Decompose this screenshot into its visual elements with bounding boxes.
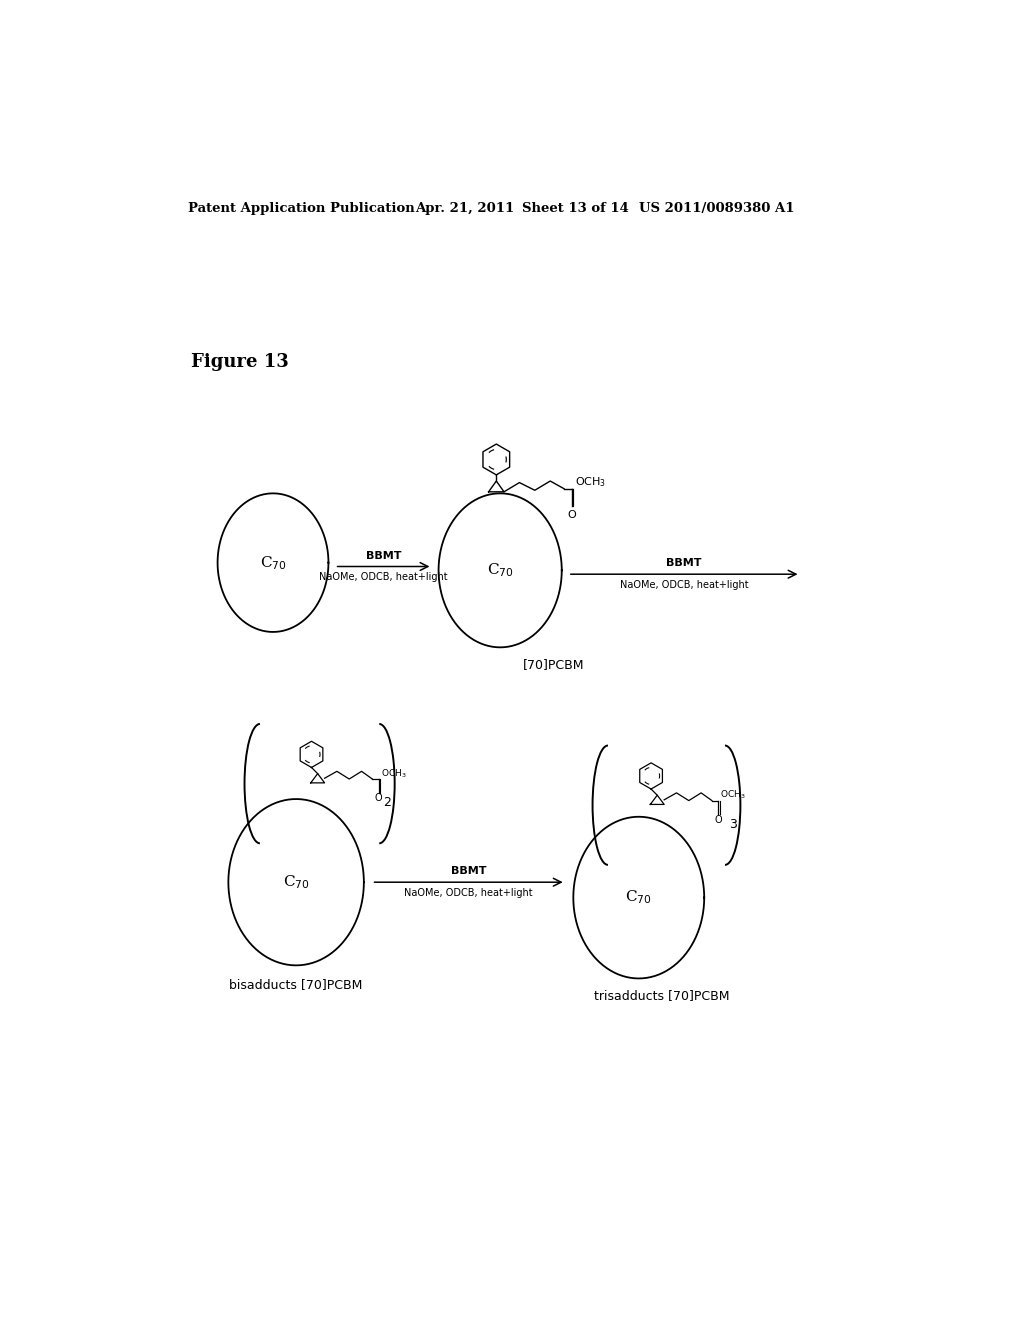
Text: BBMT: BBMT — [366, 550, 401, 561]
Text: NaOMe, ODCB, heat+light: NaOMe, ODCB, heat+light — [319, 573, 447, 582]
Text: [70]PCBM: [70]PCBM — [523, 657, 585, 671]
Text: trisadducts [70]PCBM: trisadducts [70]PCBM — [594, 989, 730, 1002]
Text: 3: 3 — [729, 818, 736, 832]
Text: Patent Application Publication: Patent Application Publication — [188, 202, 415, 215]
Text: BBMT: BBMT — [451, 866, 486, 876]
Text: O: O — [567, 511, 577, 520]
Text: Apr. 21, 2011: Apr. 21, 2011 — [416, 202, 515, 215]
Text: Figure 13: Figure 13 — [190, 354, 289, 371]
Text: OCH$_3$: OCH$_3$ — [381, 767, 407, 780]
Text: US 2011/0089380 A1: US 2011/0089380 A1 — [639, 202, 795, 215]
Text: OCH$_3$: OCH$_3$ — [720, 789, 746, 801]
Text: NaOMe, ODCB, heat+light: NaOMe, ODCB, heat+light — [620, 579, 749, 590]
Text: C$_{70}$: C$_{70}$ — [283, 874, 309, 891]
Text: O: O — [715, 814, 722, 825]
Text: O: O — [375, 793, 382, 804]
Text: C$_{70}$: C$_{70}$ — [626, 888, 652, 907]
Text: OCH$_3$: OCH$_3$ — [574, 475, 606, 490]
Text: C$_{70}$: C$_{70}$ — [486, 561, 513, 579]
Text: bisadducts [70]PCBM: bisadducts [70]PCBM — [229, 978, 362, 991]
Text: BBMT: BBMT — [667, 558, 701, 569]
Text: 2: 2 — [383, 796, 391, 809]
Text: C$_{70}$: C$_{70}$ — [260, 554, 287, 572]
Text: Sheet 13 of 14: Sheet 13 of 14 — [521, 202, 629, 215]
Text: NaOMe, ODCB, heat+light: NaOMe, ODCB, heat+light — [404, 888, 532, 898]
